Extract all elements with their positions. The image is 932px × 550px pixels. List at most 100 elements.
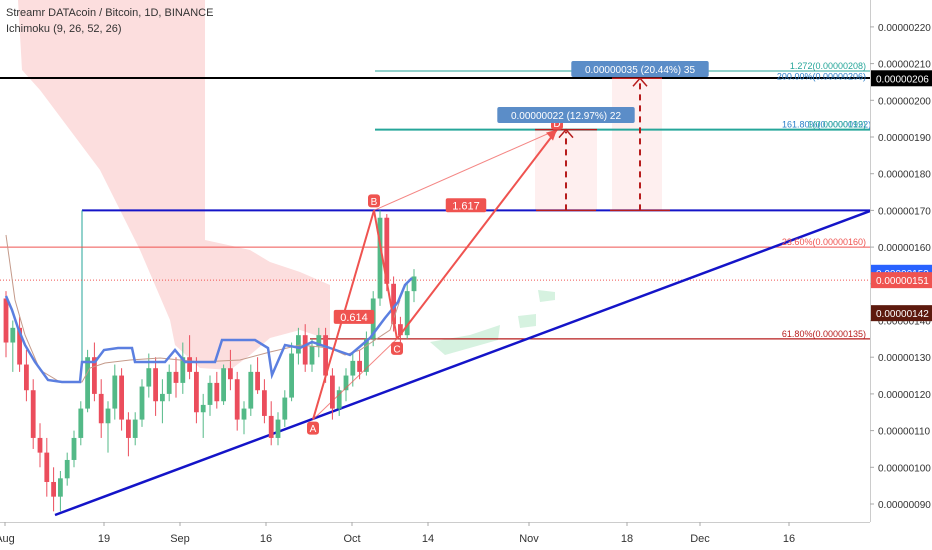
candle-up bbox=[350, 360, 356, 376]
pattern-ratio: 1.617 bbox=[445, 198, 487, 213]
measure-box-1: 0.00000022 (12.97%) 22 bbox=[497, 107, 635, 123]
ratio-label: 1.617 bbox=[452, 200, 480, 212]
candle-up bbox=[377, 217, 383, 299]
point-badge bbox=[368, 194, 380, 208]
fib-label: 1(0.00000192) bbox=[807, 120, 866, 130]
candle-down bbox=[173, 371, 179, 383]
price-badge-label: 0.00000142 bbox=[876, 309, 929, 320]
candle-down bbox=[234, 379, 240, 420]
candle-down bbox=[37, 437, 43, 453]
point-label: A bbox=[310, 424, 317, 435]
price-tick-label: 0.00000130 bbox=[878, 353, 931, 364]
candle-up bbox=[309, 346, 315, 365]
candle-down bbox=[214, 382, 220, 402]
time-tick-label: 14 bbox=[422, 533, 434, 545]
candle-up bbox=[364, 338, 369, 372]
candle-down bbox=[384, 217, 390, 284]
price-tick-label: 0.00000220 bbox=[878, 23, 931, 34]
price-badge-bg bbox=[871, 272, 932, 289]
price-badge-black: 0.00000206 bbox=[871, 70, 932, 87]
time-tick-label: Dec bbox=[690, 533, 710, 545]
fib-label: 61.80%(0.00000135) bbox=[782, 329, 866, 339]
fib-label: 23.60%(0.00000160) bbox=[782, 237, 866, 247]
candle-up bbox=[146, 368, 152, 387]
candle-down bbox=[92, 357, 97, 394]
point-badge bbox=[307, 421, 319, 435]
candle-down bbox=[126, 419, 131, 438]
candle-down bbox=[51, 481, 56, 497]
chart-legend: Streamr DATAcoin / Bitcoin, 1D, BINANCE … bbox=[6, 5, 213, 37]
pattern-point-c: C bbox=[391, 341, 403, 355]
candle-up bbox=[241, 408, 247, 420]
candle-up bbox=[316, 335, 322, 347]
symbol-title: Streamr DATAcoin / Bitcoin, 1D, BINANCE bbox=[6, 7, 214, 19]
candle-down bbox=[330, 375, 335, 409]
time-tick-label: Sep bbox=[170, 533, 190, 545]
measure-box-text: 0.00000022 (12.97%) 22 bbox=[511, 111, 622, 122]
time-tick-label: 19 bbox=[98, 533, 110, 545]
price-tick-label: 0.00000100 bbox=[878, 463, 931, 474]
candle-down bbox=[262, 390, 267, 416]
candle-up bbox=[343, 375, 349, 391]
price-badge-red: 0.00000151 bbox=[871, 272, 932, 289]
candle-down bbox=[30, 390, 36, 438]
ascending-trendline bbox=[54, 209, 870, 517]
candle-down bbox=[268, 415, 274, 438]
pattern-leg-cd bbox=[396, 129, 558, 340]
candle-up bbox=[404, 291, 410, 336]
time-tick-label: 16 bbox=[260, 533, 272, 545]
candle-up bbox=[166, 371, 172, 394]
time-tick-label: Aug bbox=[0, 533, 15, 545]
candle-up bbox=[289, 353, 294, 398]
price-tick-label: 0.00000180 bbox=[878, 170, 931, 181]
point-badge bbox=[391, 341, 403, 355]
price-badge-label: 0.00000206 bbox=[876, 74, 929, 85]
pattern-diag-ac bbox=[312, 338, 398, 420]
candle-up bbox=[296, 335, 301, 354]
ratio-badge bbox=[445, 198, 487, 213]
candle-down bbox=[323, 335, 328, 376]
candle-down bbox=[3, 298, 9, 343]
candle-up bbox=[58, 478, 63, 497]
price-tick-label: 0.00000160 bbox=[878, 243, 931, 254]
candle-up bbox=[139, 386, 145, 420]
candle-down bbox=[391, 283, 396, 325]
candle-up bbox=[411, 276, 417, 292]
price-tick-label: 0.00000200 bbox=[878, 96, 931, 107]
price-tick-label: 0.00000170 bbox=[878, 206, 931, 217]
fib-label: 200.00%(0.00000206) bbox=[777, 71, 866, 81]
price-axis: 0.00000220 0.00000210 0.00000200 0.00000190… bbox=[870, 0, 932, 522]
ratio-badge bbox=[333, 309, 375, 324]
point-label: C bbox=[393, 344, 400, 355]
candle-down bbox=[255, 371, 260, 391]
candle-up bbox=[282, 397, 288, 420]
candle-down bbox=[17, 327, 22, 365]
fib-label: 161.80%(0.00000192) bbox=[782, 120, 871, 130]
price-tick-label: 0.00000120 bbox=[878, 390, 931, 401]
price-tick-label: 0.00000210 bbox=[878, 60, 931, 71]
kijun-line bbox=[4, 277, 413, 384]
candle-down bbox=[302, 335, 308, 365]
candle-up bbox=[85, 357, 90, 409]
candle-up bbox=[200, 404, 206, 413]
candle-up bbox=[64, 459, 70, 479]
candle-down bbox=[24, 364, 29, 391]
candle-down bbox=[187, 357, 192, 372]
candles bbox=[3, 210, 417, 512]
plot-area: A B C D 0.614 1.617 0.00000022 (12.97%) 22 0.00… bbox=[0, 0, 871, 517]
pattern-point-b: B bbox=[368, 194, 380, 208]
candle-up bbox=[207, 382, 213, 405]
time-axis: Aug 19 Sep 16 Oct 14 Nov 18 Dec 16 bbox=[0, 522, 870, 545]
candle-up bbox=[160, 393, 165, 402]
point-label: B bbox=[371, 197, 378, 208]
ichimoku-cloud-green-2 bbox=[538, 290, 555, 302]
measure-box-bg bbox=[571, 61, 709, 77]
candle-down bbox=[194, 371, 199, 413]
measure-zone-2 bbox=[612, 78, 662, 211]
price-badge-bg bbox=[871, 70, 932, 87]
candle-up bbox=[180, 357, 186, 383]
time-tick-label: 18 bbox=[621, 533, 633, 545]
candle-down bbox=[44, 452, 50, 482]
